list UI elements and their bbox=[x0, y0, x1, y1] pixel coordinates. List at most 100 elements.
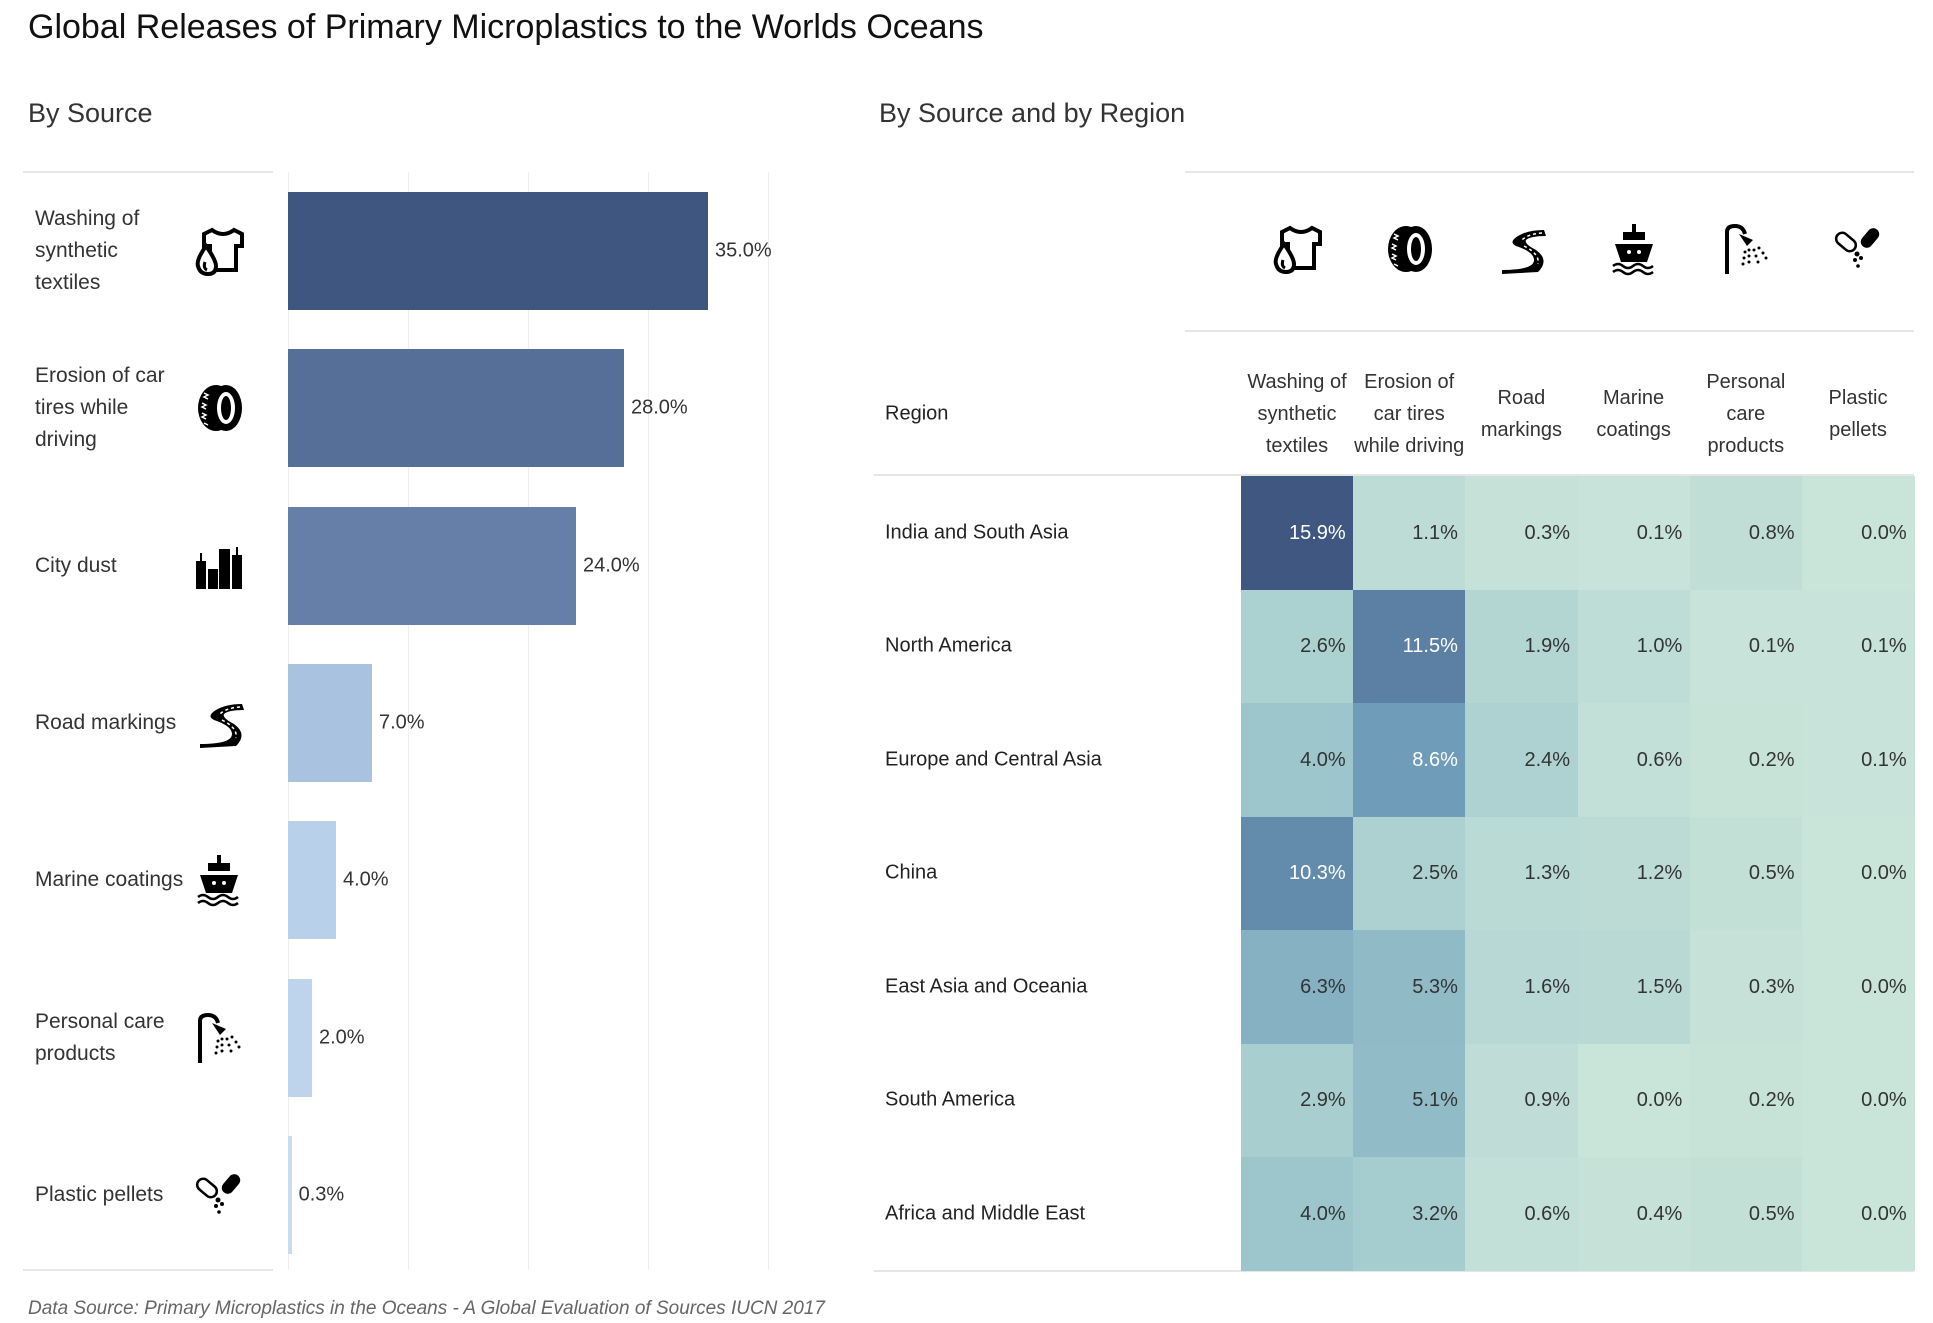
bar bbox=[288, 1135, 292, 1254]
heatmap-cell: 15.9% bbox=[1241, 476, 1354, 590]
heatmap-cell: 0.4% bbox=[1577, 1157, 1691, 1271]
bar bbox=[288, 663, 372, 782]
heatmap-cell: 10.3% bbox=[1241, 816, 1354, 931]
region-label: South America bbox=[885, 1088, 1016, 1111]
heatmap-cell: 1.1% bbox=[1353, 476, 1466, 590]
bar-data-label: 2.0% bbox=[319, 1026, 365, 1048]
heatmap-cell: 0.0% bbox=[1802, 816, 1915, 931]
column-header: Road markings bbox=[1480, 387, 1562, 441]
road-icon bbox=[1494, 222, 1548, 276]
bar-data-label: 24.0% bbox=[583, 554, 640, 577]
heatmap-cell: 0.5% bbox=[1689, 1157, 1803, 1271]
region-label: India and South Asia bbox=[885, 521, 1069, 544]
category-label: Erosion of car tires while driving bbox=[35, 364, 165, 452]
heatmap-cell: 4.0% bbox=[1241, 1157, 1354, 1271]
heatmap-cell: 11.5% bbox=[1353, 589, 1466, 704]
heatmap-cell: 1.3% bbox=[1465, 816, 1579, 931]
column-header: Marine coatings bbox=[1596, 387, 1671, 441]
heatmap-cell: 0.1% bbox=[1802, 703, 1915, 817]
bar-data-label: 7.0% bbox=[379, 711, 425, 734]
column-header: Personal care products bbox=[1706, 371, 1786, 457]
shirt-drop-icon bbox=[192, 224, 246, 278]
column-header: Plastic pellets bbox=[1828, 387, 1888, 441]
city-icon bbox=[192, 539, 246, 593]
heatmap-cell: 0.0% bbox=[1802, 1043, 1915, 1158]
gridline bbox=[528, 172, 529, 1270]
heatmap-cell: 0.9% bbox=[1465, 1043, 1579, 1158]
heatmap-cell: 1.0% bbox=[1577, 589, 1691, 704]
left-top-divider bbox=[23, 171, 273, 173]
icons-top-divider bbox=[1185, 171, 1914, 173]
heatmap-cell: 0.2% bbox=[1689, 703, 1803, 817]
table-bottom-divider bbox=[874, 1270, 1914, 1272]
road-icon bbox=[192, 696, 246, 750]
bar bbox=[288, 978, 312, 1097]
tire-icon bbox=[192, 381, 246, 435]
gridline bbox=[768, 172, 769, 1270]
heatmap-cell: 0.6% bbox=[1465, 1157, 1579, 1271]
heatmap-cell: 1.2% bbox=[1577, 816, 1691, 931]
data-source-footer: Data Source: Primary Microplastics in th… bbox=[28, 1298, 825, 1319]
heatmap-cell: 2.4% bbox=[1465, 703, 1579, 817]
heatmap-cell: 8.6% bbox=[1353, 703, 1466, 817]
gridline bbox=[648, 172, 649, 1270]
bar-data-label: 35.0% bbox=[715, 239, 772, 262]
bar-data-label: 28.0% bbox=[631, 396, 688, 419]
header-divider bbox=[874, 474, 1914, 476]
bar-data-label: 0.3% bbox=[298, 1183, 345, 1206]
shirt-drop-icon bbox=[1270, 222, 1324, 276]
left-subtitle: By Source bbox=[28, 98, 153, 128]
heatmap-cell: 1.6% bbox=[1465, 930, 1579, 1044]
heatmap-cell: 0.6% bbox=[1577, 703, 1691, 817]
shower-icon bbox=[192, 1011, 246, 1065]
category-label: Road markings bbox=[35, 710, 177, 734]
region-label: Europe and Central Asia bbox=[885, 748, 1102, 771]
heatmap-cell: 3.2% bbox=[1353, 1157, 1466, 1271]
region-header: Region bbox=[885, 402, 949, 425]
icons-bottom-divider bbox=[1185, 330, 1914, 332]
heatmap-cell: 0.8% bbox=[1689, 476, 1803, 590]
left-bottom-divider bbox=[23, 1269, 273, 1271]
heatmap-cell: 0.3% bbox=[1465, 476, 1579, 590]
page-title: Global Releases of Primary Microplastics… bbox=[28, 8, 984, 46]
heatmap-cell: 6.3% bbox=[1241, 930, 1354, 1044]
heatmap-cell: 2.5% bbox=[1353, 816, 1466, 931]
heatmap-cell: 0.1% bbox=[1802, 589, 1915, 704]
category-label: City dust bbox=[35, 553, 117, 577]
heatmap-cell: 0.3% bbox=[1689, 930, 1803, 1044]
gridline bbox=[408, 172, 409, 1270]
heatmap-cell: 0.1% bbox=[1689, 589, 1803, 704]
region-label: North America bbox=[885, 634, 1012, 657]
heatmap-cell: 0.0% bbox=[1802, 930, 1915, 1044]
category-label: Washing of synthetic textiles bbox=[35, 207, 140, 294]
category-label: Personal care products bbox=[35, 1009, 165, 1065]
shower-icon bbox=[1719, 222, 1773, 276]
heatmap-cell: 5.1% bbox=[1353, 1043, 1466, 1158]
heatmap-cell: 1.5% bbox=[1577, 930, 1691, 1044]
bar bbox=[288, 192, 708, 310]
right-subtitle: By Source and by Region bbox=[879, 98, 1186, 128]
bar bbox=[288, 349, 624, 468]
heatmap-cell: 0.0% bbox=[1802, 1157, 1915, 1271]
heatmap-cell: 0.2% bbox=[1689, 1043, 1803, 1158]
region-label: Africa and Middle East bbox=[885, 1202, 1086, 1225]
heatmap-cell: 0.0% bbox=[1802, 476, 1915, 590]
pills-icon bbox=[192, 1168, 246, 1222]
heatmap-cell: 0.1% bbox=[1577, 476, 1691, 590]
region-label: East Asia and Oceania bbox=[885, 975, 1088, 998]
heatmap-cell: 4.0% bbox=[1241, 703, 1354, 817]
category-label: Plastic pellets bbox=[35, 1182, 164, 1206]
category-label: Marine coatings bbox=[35, 868, 184, 892]
tire-icon bbox=[1382, 222, 1436, 276]
region-label: China bbox=[885, 861, 938, 884]
bar bbox=[288, 821, 336, 940]
column-header: Erosion of car tires while driving bbox=[1354, 371, 1465, 457]
heatmap-cell: 2.6% bbox=[1241, 589, 1354, 704]
bar bbox=[288, 506, 576, 625]
heatmap-cell: 5.3% bbox=[1353, 930, 1466, 1044]
heatmap-cell: 0.0% bbox=[1577, 1043, 1691, 1158]
pills-icon bbox=[1831, 222, 1885, 276]
ship-icon bbox=[192, 853, 246, 907]
ship-icon bbox=[1607, 222, 1661, 276]
heatmap-cell: 1.9% bbox=[1465, 589, 1579, 704]
